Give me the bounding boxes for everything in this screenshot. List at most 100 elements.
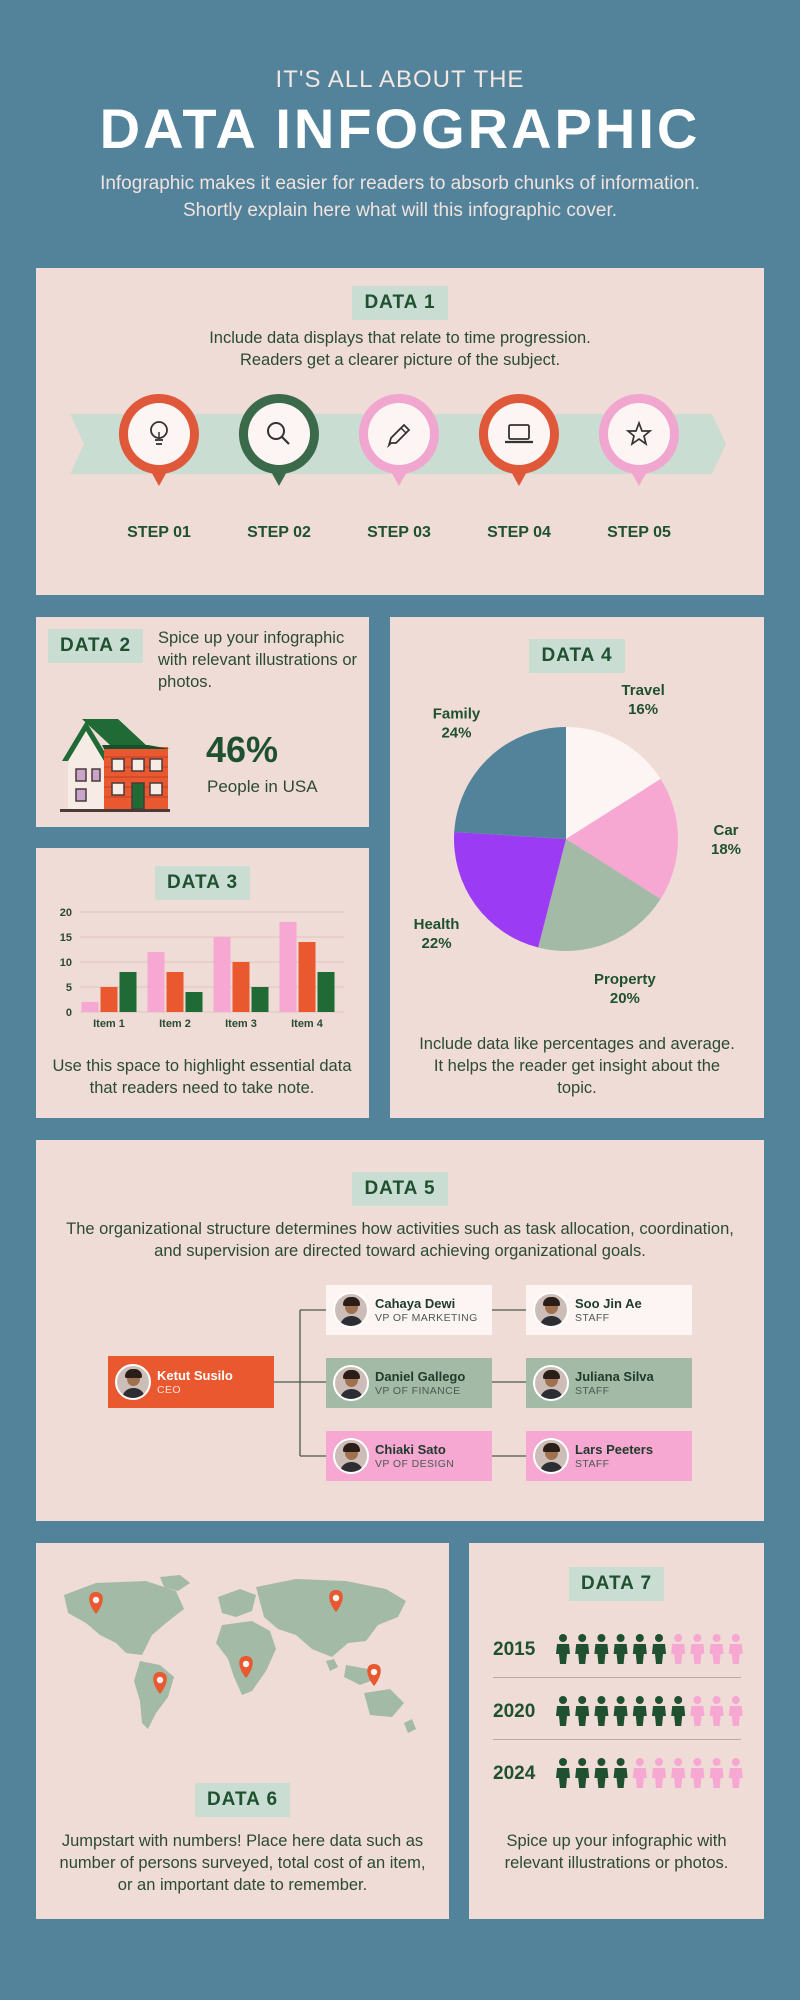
- data5-text: The organizational structure determines …: [66, 1220, 734, 1260]
- person-icon: [575, 1758, 590, 1788]
- pie-chart: Travel 16% Car 18% Property 20% Health 22% Famil…: [414, 682, 741, 1007]
- pie-slice-health: [454, 831, 566, 948]
- person-icon: [690, 1758, 705, 1788]
- bar: [213, 937, 231, 1012]
- pictogram-row: [556, 1758, 743, 1788]
- org-card-ceo[interactable]: Ketut Susilo CEO: [108, 1356, 274, 1408]
- org-ceo-name: Ketut Susilo: [157, 1367, 233, 1383]
- avatar: [333, 1292, 369, 1328]
- person-icon: [594, 1696, 609, 1726]
- pie-label: Property: [594, 971, 656, 988]
- bar: [100, 987, 118, 1012]
- step-label: STEP 02: [247, 524, 311, 541]
- org-vp-role: VP OF MARKETING: [375, 1311, 478, 1324]
- data6-panel: DATA 6 Jumpstart with numbers! Place her…: [36, 1543, 449, 1919]
- step-label: STEP 05: [607, 524, 671, 541]
- data6-badge: DATA 6: [194, 1783, 291, 1817]
- org-ceo-role: CEO: [157, 1383, 181, 1396]
- pie-label: Health: [414, 916, 460, 933]
- y-tick-label: 15: [60, 932, 72, 944]
- star-icon: [625, 420, 653, 447]
- person-icon: [632, 1696, 647, 1726]
- pie-slice-travel: [566, 727, 661, 839]
- pencil-icon: [387, 423, 411, 449]
- org-card-vp-finance[interactable]: Daniel Gallego VP OF FINANCE: [326, 1358, 492, 1408]
- bar: [81, 1002, 99, 1012]
- y-tick-label: 10: [60, 957, 72, 969]
- pictogram-row: [556, 1696, 743, 1726]
- person-icon: [690, 1634, 705, 1664]
- person-icon: [671, 1696, 686, 1726]
- pie-slice-family: [454, 727, 566, 839]
- data1-badge: DATA 1: [352, 286, 448, 320]
- pie-value-label: 24%: [441, 724, 471, 741]
- y-tick-label: 5: [66, 982, 72, 994]
- org-card-staff-1[interactable]: Soo Jin Ae STAFF: [526, 1285, 692, 1335]
- org-card-vp-design[interactable]: Chiaki Sato VP OF DESIGN: [326, 1431, 492, 1481]
- bar: [251, 987, 269, 1012]
- org-card-staff-3[interactable]: Lars Peeters STAFF: [526, 1431, 692, 1481]
- org-vp-role: VP OF FINANCE: [375, 1384, 461, 1397]
- header-pre-title: IT'S ALL ABOUT THE: [275, 66, 525, 93]
- data2-text: Spice up your infographic with relevant …: [158, 629, 357, 691]
- step-marker-2: [238, 394, 319, 486]
- data6-text: Jumpstart with numbers! Place here data …: [59, 1832, 426, 1894]
- step-label: STEP 03: [367, 524, 431, 541]
- x-tick-label: Item 3: [225, 1018, 257, 1030]
- data3-badge: DATA 3: [154, 866, 251, 900]
- person-icon: [709, 1634, 724, 1664]
- data3-text: Use this space to highlight essential da…: [52, 1057, 352, 1097]
- person-icon: [652, 1634, 666, 1664]
- pie-label: Family: [433, 705, 481, 722]
- org-staff-role: STAFF: [575, 1457, 610, 1470]
- avatar: [533, 1438, 569, 1474]
- house-illustration: [60, 719, 170, 812]
- step-marker-1: [118, 394, 199, 486]
- org-card-staff-2[interactable]: Juliana Silva STAFF: [526, 1358, 692, 1408]
- pie-value-label: 16%: [628, 701, 658, 718]
- bar: [298, 942, 316, 1012]
- pie-slice-property: [538, 839, 661, 951]
- person-icon: [575, 1634, 590, 1664]
- data1-panel: DATA 1 Include data displays that relate…: [36, 268, 764, 595]
- map-pin-dot: [242, 1660, 250, 1668]
- y-tick-label: 20: [60, 907, 72, 919]
- data2-stat: 46%: [206, 729, 279, 770]
- x-tick-label: Item 4: [291, 1018, 324, 1030]
- org-vp-name: Chiaki Sato: [375, 1441, 446, 1457]
- data3-panel: DATA 3 0 5 10 15 20 Item 1 Item 2 Item 3 Item 4 …: [36, 848, 369, 1118]
- org-card-vp-marketing[interactable]: Cahaya Dewi VP OF MARKETING: [326, 1285, 492, 1335]
- person-icon: [556, 1696, 570, 1726]
- bar: [232, 962, 250, 1012]
- pictogram-year: 2015: [493, 1639, 536, 1660]
- x-tick-label: Item 2: [159, 1018, 191, 1030]
- map-pin-dot: [92, 1596, 100, 1604]
- org-staff-role: STAFF: [575, 1384, 610, 1397]
- lightbulb-icon: [150, 421, 168, 445]
- org-staff-name: Juliana Silva: [575, 1368, 654, 1384]
- person-icon: [652, 1696, 666, 1726]
- org-vp-name: Cahaya Dewi: [375, 1295, 456, 1311]
- search-icon: [267, 422, 290, 445]
- avatar: [533, 1292, 569, 1328]
- data5-badge: DATA 5: [352, 1172, 448, 1206]
- step-marker-3: [358, 394, 439, 486]
- data7-badge: DATA 7: [568, 1567, 665, 1601]
- person-icon: [671, 1634, 686, 1664]
- pie-value-label: 20%: [610, 990, 640, 1007]
- person-icon: [709, 1758, 724, 1788]
- person-icon: [613, 1758, 628, 1788]
- bar: [185, 992, 203, 1012]
- data7-text: Spice up your infographic with relevant …: [504, 1832, 729, 1872]
- avatar: [115, 1364, 151, 1400]
- person-icon: [594, 1634, 609, 1664]
- pie-label: Travel: [621, 682, 664, 699]
- org-staff-role: STAFF: [575, 1311, 610, 1324]
- data4-badge: DATA 4: [529, 639, 625, 673]
- data1-text: Include data displays that relate to tim…: [209, 329, 591, 369]
- data2-stat-label: People in USA: [207, 777, 318, 796]
- x-tick-label: Item 1: [93, 1018, 125, 1030]
- step-label: STEP 01: [127, 524, 191, 541]
- pie-slice-car: [566, 778, 678, 900]
- person-icon: [652, 1758, 666, 1788]
